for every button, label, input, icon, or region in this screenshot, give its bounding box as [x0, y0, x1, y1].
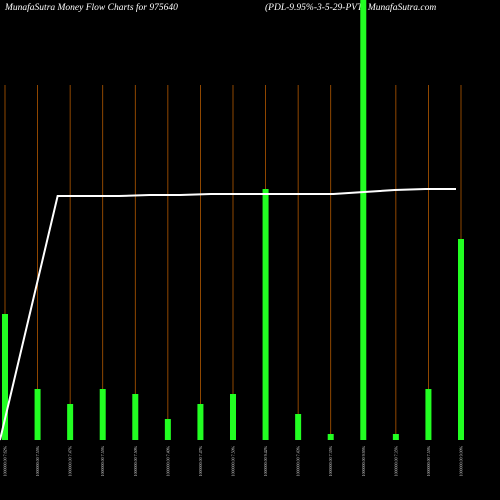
bar	[34, 389, 41, 440]
x-tick-label: 1000000.00 9.42%	[263, 445, 268, 476]
bar	[67, 404, 74, 440]
x-tick-label: 1000000.00 7.62%	[3, 445, 8, 476]
x-tick-label: 1000000.00 7.40%	[165, 445, 170, 476]
bar	[458, 239, 464, 440]
money-flow-line	[0, 188, 456, 441]
bar	[392, 434, 399, 440]
x-tick-label: 1000000.00 9.95%	[361, 445, 366, 476]
bar	[132, 394, 139, 440]
bar	[230, 394, 236, 440]
x-tick-label: 1000000.00 9.00%	[459, 445, 464, 476]
x-tick-label: 1000000.00 7.47%	[68, 445, 73, 476]
bar	[262, 189, 269, 440]
bar	[295, 414, 302, 440]
bar	[327, 434, 334, 440]
bar	[425, 389, 432, 440]
x-tick-label: 1000000.00 7.50%	[133, 445, 138, 476]
chart-subtitle: (PDL-9.95%-3-5-29-PVT) MunafaSutra.com	[265, 2, 436, 13]
x-tick-label: 1000000.00 7.55%	[35, 445, 40, 476]
chart-title: MunafaSutra Money Flow Charts for 975640	[4, 2, 178, 13]
bar	[2, 314, 8, 440]
bar	[164, 419, 171, 440]
x-tick-label: 1000000.00 7.35%	[393, 445, 398, 476]
x-tick-label: 1000000.00 7.47%	[198, 445, 203, 476]
x-tick-label: 1000000.00 7.43%	[296, 445, 301, 476]
x-tick-label: 1000000.00 7.55%	[100, 445, 105, 476]
x-tick-label: 1000000.00 7.35%	[328, 445, 333, 476]
bar	[99, 389, 106, 440]
bar	[197, 404, 204, 440]
bar	[360, 0, 367, 440]
x-tick-label: 1000000.00 7.55%	[426, 445, 431, 476]
x-tick-label: 1000000.00 7.50%	[231, 445, 236, 476]
